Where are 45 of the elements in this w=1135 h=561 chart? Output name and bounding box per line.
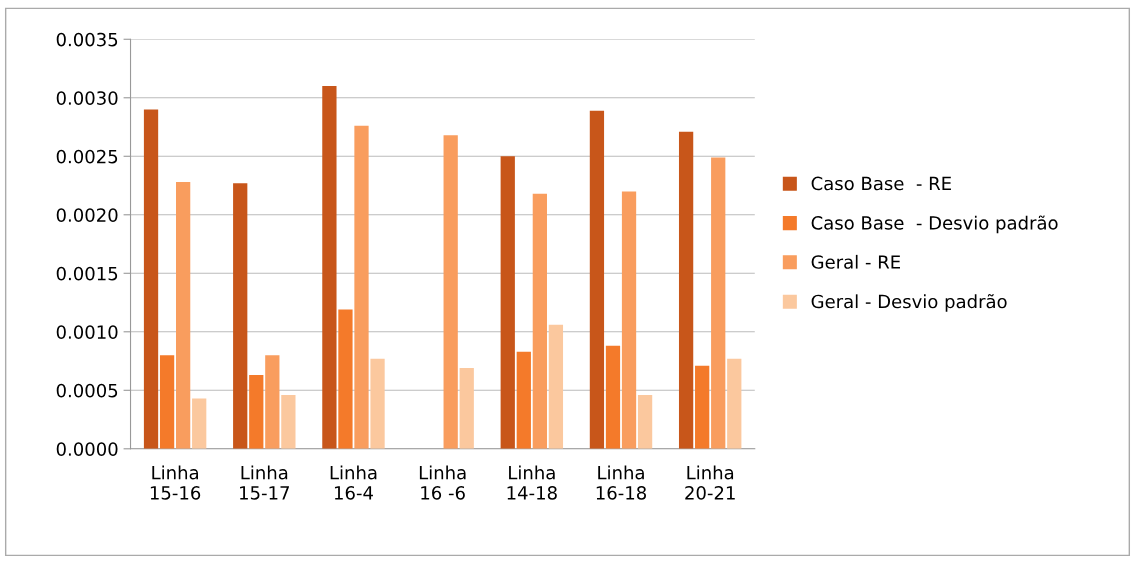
bar [548,324,564,449]
bar [281,394,296,449]
bar [233,183,248,449]
bar [695,365,710,449]
x-tick-label: Linha 15-17 [240,465,289,500]
y-tick-label: 0.0020 [56,208,118,222]
bar [322,86,337,449]
x-tick-label: Linha 20-21 [685,465,735,500]
y-tick-label: 0.0015 [56,266,118,281]
bar [621,191,637,449]
bar [143,109,159,449]
bar [249,375,264,449]
bar [338,309,353,449]
bar [532,193,547,449]
x-tick-label: Linha 14-18 [507,465,557,500]
legend-label: Geral - Desvio padrão [811,294,1007,312]
bar [605,345,621,449]
bar [500,156,515,449]
x-tick-label: Linha 15-16 [150,465,201,500]
bar [459,368,474,449]
y-tick-label: 0.0000 [56,442,118,456]
bar [637,394,653,449]
y-tick-label: 0.0025 [56,149,118,164]
bar [711,157,726,449]
y-tick-label: 0.0005 [56,383,118,398]
bar [443,135,458,449]
bar [159,355,175,449]
y-tick-label: 0.0010 [56,325,118,339]
legend-label: Caso Base - Desvio padrão [811,215,1058,234]
legend-label: Geral - RE [811,254,900,269]
legend-label: Caso Base - RE [811,176,951,191]
bar [354,125,369,449]
bar [589,110,605,449]
x-tick-label: Linha 16 -6 [419,465,466,500]
bar [265,355,280,449]
bar [192,398,207,449]
bar [727,358,742,449]
bar [678,131,694,449]
bar [370,358,385,449]
x-tick-label: Linha 16-4 [330,465,377,500]
bar [176,182,191,449]
y-tick-label: 0.0030 [56,91,118,105]
bar [516,351,531,449]
y-tick-label: 0.0035 [56,32,118,47]
x-tick-label: Linha 16-18 [596,465,646,500]
